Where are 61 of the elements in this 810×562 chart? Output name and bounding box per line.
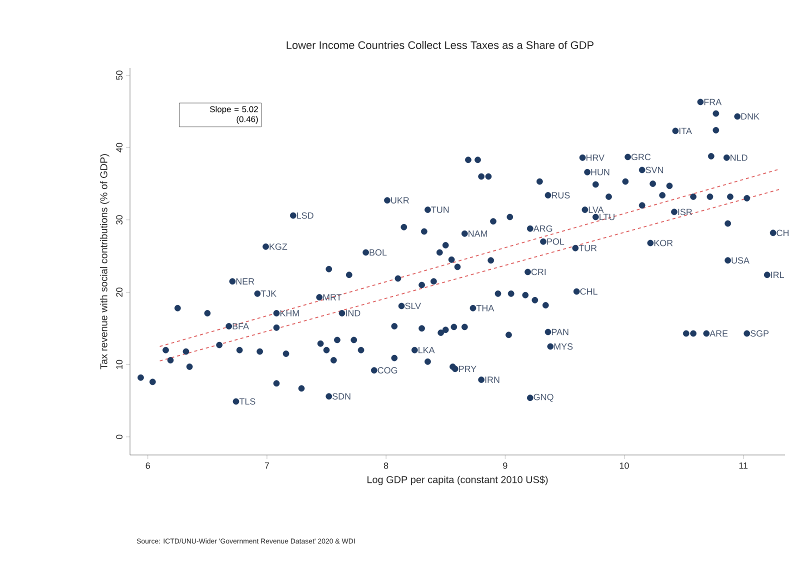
y-tick-label: 10 — [116, 360, 122, 369]
x-tick-label: 11 — [739, 462, 748, 469]
annotation: THA — [476, 305, 494, 312]
annotation: LTU — [600, 214, 614, 220]
annotation: CRI — [531, 268, 546, 276]
x-tick-label: 8 — [384, 462, 388, 469]
y-tick-label: 40 — [116, 142, 122, 152]
annotation: LSD — [297, 212, 314, 219]
annotation: KOR — [654, 240, 673, 246]
y-tick-label: 50 — [116, 70, 122, 80]
annotation: RUS — [552, 192, 570, 198]
annotation: TJK — [260, 290, 276, 297]
annotation: MYS — [554, 343, 573, 350]
annotation: ARG — [533, 225, 552, 232]
annotation: PRY — [459, 366, 476, 372]
annotation: USA — [732, 257, 750, 264]
annotation: NLD — [730, 154, 748, 161]
annotation: IRN — [485, 376, 500, 383]
annotation: SDN — [332, 393, 350, 400]
x-tick-label: 9 — [503, 462, 508, 469]
annotation: CH — [776, 230, 789, 236]
annotation: BOL — [370, 249, 387, 256]
annotation: KGZ — [270, 243, 288, 250]
annotation: ITA — [679, 128, 692, 134]
x-tick-label: 7 — [264, 462, 269, 469]
annotation: NER — [236, 278, 254, 284]
annotation: LVA — [588, 206, 604, 213]
x-tick-label: 6 — [146, 462, 150, 469]
annotation: FRA — [704, 98, 722, 106]
annotation: NAM — [468, 230, 488, 237]
annotation: IND — [346, 310, 360, 316]
y-tick-label: 20 — [116, 288, 122, 297]
y-tick-label: 0 — [116, 434, 122, 440]
annotation: KHM — [280, 310, 299, 316]
y-axis-title: Tax revenue with social contributions (% of GDP) — [100, 154, 110, 370]
annotation: SVN — [646, 166, 664, 174]
annotation: CHL — [580, 288, 598, 295]
annotation: TUN — [431, 206, 449, 213]
annotation: Slope = 5.02 (0.46) — [210, 106, 258, 124]
annotation: POL — [547, 238, 564, 245]
annotation: GNQ — [534, 394, 554, 402]
annotation: ISR — [678, 208, 692, 216]
annotation: SGP — [750, 330, 769, 337]
chart-title: Lower Income Countries Collect Less Taxes as a Share of GDP — [286, 40, 594, 50]
annotation: BFA — [232, 323, 249, 330]
x-tick-label: 10 — [620, 462, 629, 469]
annotation: GRC — [631, 154, 651, 160]
annotation: TUR — [578, 244, 597, 252]
annotation: TLS — [239, 398, 256, 405]
y-tick-label: 30 — [116, 215, 122, 225]
annotation: HRV — [586, 154, 604, 161]
annotation: COG — [378, 367, 398, 374]
annotation: IRL — [771, 272, 784, 278]
annotation: ARE — [710, 330, 728, 337]
annotation: UKR — [391, 197, 409, 204]
annotation: HUN — [591, 169, 610, 176]
annotation: LKA — [418, 347, 435, 354]
annotation: SLV — [405, 302, 421, 310]
annotation: DNK — [741, 113, 760, 120]
x-axis-title: Log GDP per capita (constant 2010 US$) — [368, 476, 548, 486]
annotation: PAN — [552, 328, 568, 336]
